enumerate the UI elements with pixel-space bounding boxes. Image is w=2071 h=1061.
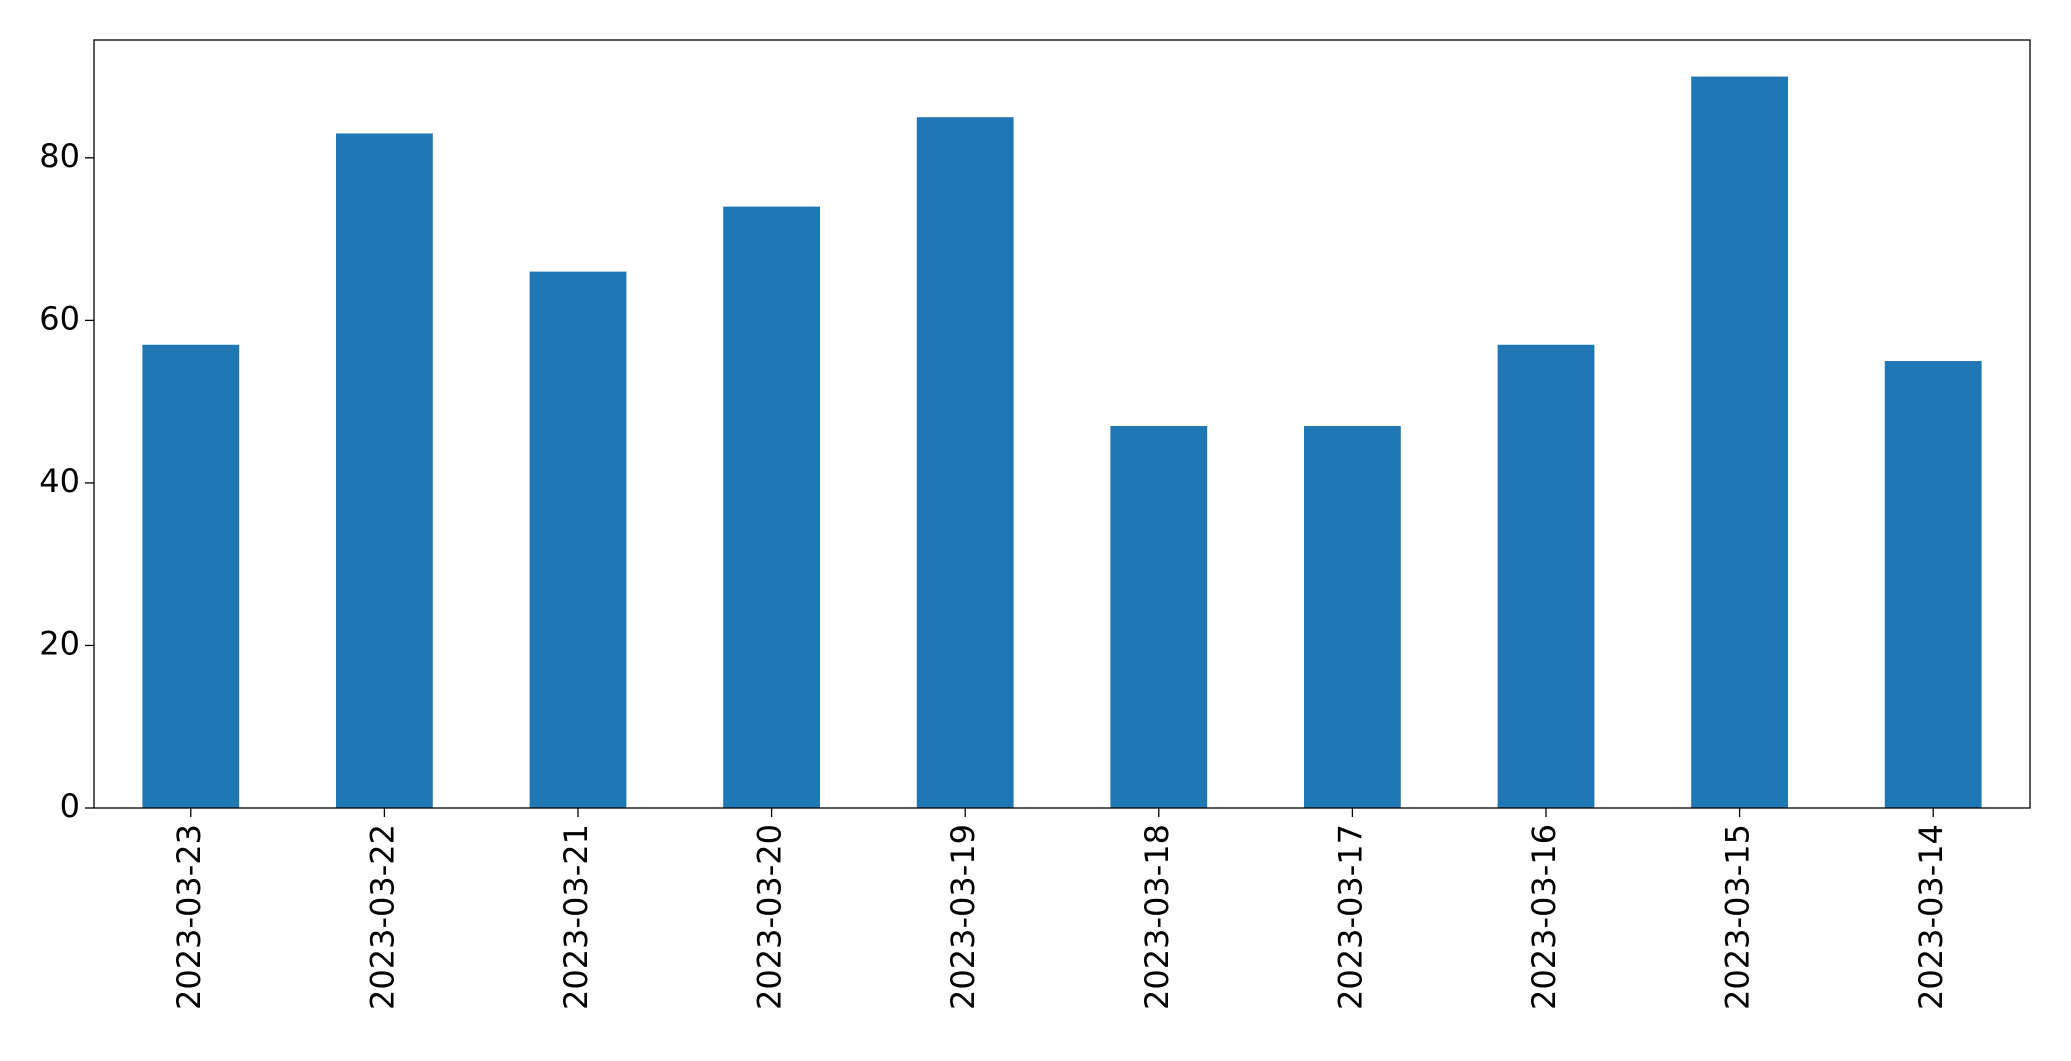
bar bbox=[1110, 426, 1208, 808]
bar bbox=[142, 344, 240, 808]
bar bbox=[1884, 361, 1982, 808]
x-tick-label: 2023-03-14 bbox=[1912, 824, 1950, 1010]
x-tick-label: 2023-03-20 bbox=[751, 824, 789, 1010]
bar bbox=[916, 117, 1014, 808]
x-tick-label: 2023-03-17 bbox=[1331, 824, 1369, 1010]
bar bbox=[529, 271, 627, 809]
x-tick-label: 2023-03-18 bbox=[1138, 824, 1176, 1010]
y-tick-label: 20 bbox=[39, 624, 80, 662]
plot-frame bbox=[93, 39, 2031, 809]
y-tick-label: 40 bbox=[39, 462, 80, 500]
bar bbox=[723, 206, 820, 809]
x-tick-label: 2023-03-23 bbox=[170, 824, 208, 1010]
y-tick-label: 0 bbox=[60, 787, 80, 825]
x-tick-label: 2023-03-16 bbox=[1525, 824, 1563, 1010]
x-tick-label: 2023-03-19 bbox=[944, 824, 982, 1010]
bar bbox=[1497, 344, 1595, 808]
y-tick-label: 60 bbox=[39, 299, 80, 337]
x-tick-label: 2023-03-22 bbox=[363, 824, 401, 1010]
y-tick-label: 80 bbox=[39, 137, 80, 175]
bar bbox=[1304, 426, 1401, 808]
x-tick-label: 2023-03-15 bbox=[1719, 824, 1757, 1010]
bar bbox=[1691, 76, 1788, 809]
x-tick-label: 2023-03-21 bbox=[557, 824, 595, 1010]
bar bbox=[336, 133, 433, 808]
